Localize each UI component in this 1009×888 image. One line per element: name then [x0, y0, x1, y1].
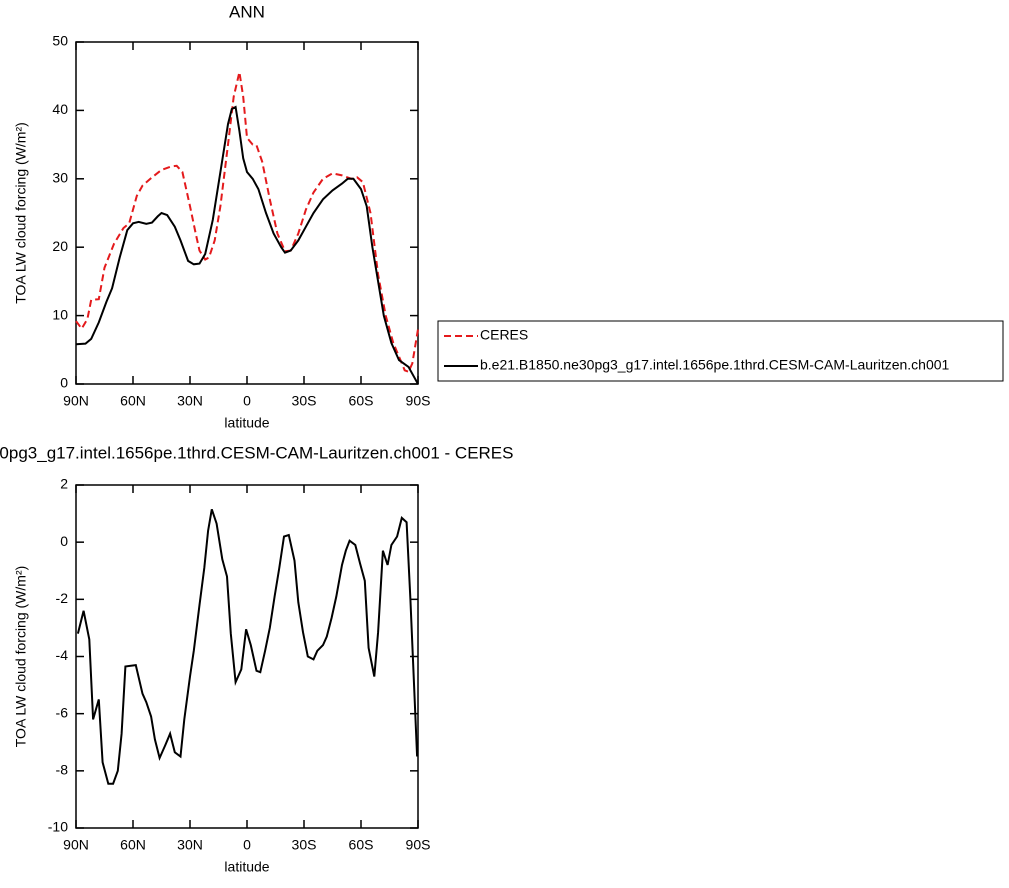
y-axis-label: TOA LW cloud forcing (W/m²) — [13, 566, 29, 748]
y-tick-label: 30 — [52, 170, 68, 186]
x-tick-label: 30S — [292, 393, 317, 409]
x-tick-label: 60S — [349, 837, 374, 853]
legend-label: CERES — [480, 327, 528, 343]
plot-frame — [75, 484, 419, 829]
y-axis-label: TOA LW cloud forcing (W/m²) — [13, 122, 29, 304]
x-tick-label: 60S — [349, 393, 374, 409]
data-line — [75, 105, 419, 385]
y-tick-label: 40 — [52, 101, 68, 117]
y-tick-label: -4 — [56, 647, 69, 663]
x-tick-label: 90S — [406, 837, 431, 853]
x-axis-label: latitude — [224, 415, 269, 431]
y-tick-label: 0 — [60, 375, 68, 391]
x-tick-label: 60N — [120, 837, 146, 853]
y-tick-label: 2 — [60, 476, 68, 492]
x-tick-label: 0 — [243, 393, 251, 409]
y-tick-label: 20 — [52, 238, 68, 254]
legend-box — [437, 320, 1004, 382]
data-line — [75, 71, 419, 373]
y-tick-label: 10 — [52, 306, 68, 322]
x-tick-label: 30N — [177, 393, 203, 409]
x-tick-label: 0 — [243, 837, 251, 853]
plot-frame — [75, 41, 419, 385]
y-tick-label: 50 — [52, 33, 68, 49]
x-tick-label: 90N — [63, 393, 89, 409]
x-tick-label: 30S — [292, 837, 317, 853]
y-tick-label: 0 — [60, 533, 68, 549]
y-tick-label: -6 — [56, 704, 69, 720]
data-line — [76, 508, 419, 785]
x-tick-label: 90N — [63, 837, 89, 853]
legend-label: b.e21.B1850.ne30pg3_g17.intel.1656pe.1th… — [480, 357, 950, 373]
x-axis-label: latitude — [224, 859, 269, 875]
y-tick-label: -10 — [48, 819, 68, 835]
chart-title: ANN — [229, 2, 265, 21]
y-tick-label: -8 — [56, 762, 69, 778]
x-tick-label: 30N — [177, 837, 203, 853]
chart-title: e30pg3_g17.intel.1656pe.1thrd.CESM-CAM-L… — [0, 443, 513, 462]
x-tick-label: 90S — [406, 393, 431, 409]
x-tick-label: 60N — [120, 393, 146, 409]
y-tick-label: -2 — [56, 590, 69, 606]
